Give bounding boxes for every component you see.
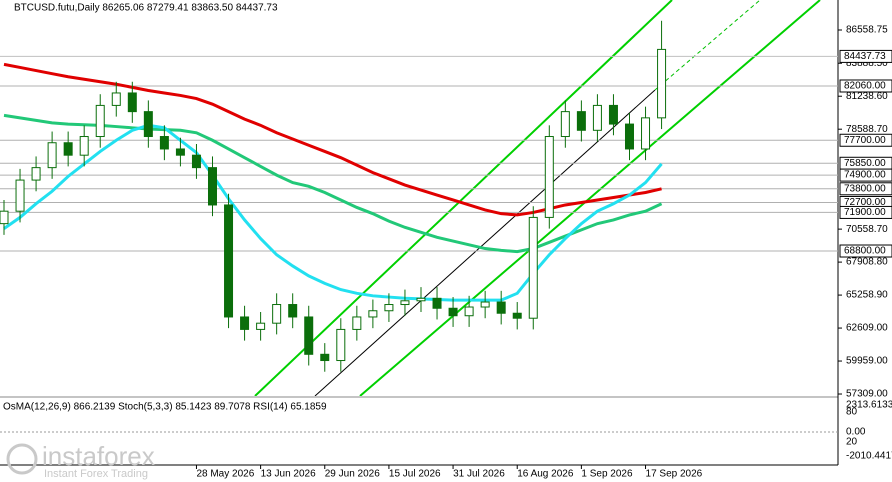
candle-body [240, 316, 250, 330]
y-tick-label: 57309.00 [846, 389, 888, 400]
level-box [839, 133, 892, 147]
brand: instaforex [42, 441, 155, 471]
candle-body [480, 301, 490, 308]
candle-body [448, 307, 458, 317]
level-label: 77700.00 [844, 135, 886, 146]
candle-body [47, 142, 57, 169]
indicator-label: 20 [846, 437, 858, 448]
x-tick-label: 1 Sep 2026 [581, 469, 633, 480]
candle-body [592, 104, 602, 131]
indicator-label: 0.00 [846, 427, 866, 438]
candle-body [464, 306, 474, 317]
level-label: 73800.00 [844, 183, 886, 194]
candle-body [576, 111, 586, 131]
candle-body [256, 322, 266, 330]
level-label: 74900.00 [844, 170, 886, 181]
candle-body [79, 136, 89, 156]
candle-body [0, 210, 9, 225]
y-tick-label: 62609.00 [846, 323, 888, 334]
level-label: 82060.00 [844, 81, 886, 92]
candle-body [288, 304, 298, 318]
chart-title: BTCUSD.futu,Daily 86265.06 87279.41 8386… [14, 3, 278, 14]
candle-body [31, 167, 41, 181]
candle-body [496, 301, 506, 314]
y-tick-label: 67908.80 [846, 257, 888, 268]
plot-marks [0, 20, 667, 372]
candle-body [641, 117, 651, 150]
x-tick-label: 17 Sep 2026 [646, 469, 703, 480]
tagline: Instant Forex Trading [44, 468, 148, 480]
channel-upper [254, 0, 673, 396]
candle-body [608, 104, 618, 125]
level-label: 68800.00 [844, 246, 886, 257]
x-tick-label: 15 Jul 2026 [389, 469, 441, 480]
candle-body [512, 312, 522, 319]
y-tick-label: 86558.75 [846, 25, 888, 36]
candle-body [191, 154, 201, 169]
y-tick-label: 70558.70 [846, 224, 888, 235]
candle-body [624, 123, 634, 150]
candle-body [224, 204, 234, 318]
candle-body [175, 148, 185, 156]
indicator-label: 2313.6133 [846, 400, 892, 411]
candle-body [143, 111, 153, 138]
x-tick-label: 28 May 2026 [196, 469, 254, 480]
moving-average [3, 123, 663, 302]
candle-body [400, 300, 410, 306]
last-price-box [839, 49, 892, 63]
y-tick-label: 78588.70 [846, 124, 888, 135]
y-tick-label: 65258.90 [846, 290, 888, 301]
channel [254, 0, 821, 396]
level-box [839, 182, 892, 196]
candle-body [304, 316, 314, 355]
logo [6, 443, 38, 475]
level-box [839, 244, 892, 258]
indicator-label: -2010.4417 [846, 451, 892, 462]
candle-body [528, 216, 538, 319]
candle-body [272, 304, 282, 324]
y-tick-label: 83888.50 [846, 58, 888, 69]
level-label: 71900.00 [844, 207, 886, 218]
channel-lower [359, 0, 821, 396]
y-tick-label: 59959.00 [846, 356, 888, 367]
candle-body [320, 353, 330, 362]
candle-body [657, 48, 667, 119]
candle-body [544, 136, 554, 218]
indicator-label: 80 [846, 407, 858, 418]
level-box [839, 79, 892, 93]
candle-body [336, 328, 346, 362]
candle-body [207, 167, 217, 206]
candle-body [15, 179, 25, 212]
level-box [839, 205, 892, 219]
x-tick-label: 13 Jun 2026 [261, 469, 316, 480]
indicator-title: OsMA(12,26,9) 866.2139 Stoch(5,3,3) 85.1… [3, 402, 327, 413]
candle-body [432, 297, 442, 309]
candle-body [111, 92, 121, 106]
candle-body [95, 104, 105, 138]
candle-body [127, 92, 137, 113]
candle-body [352, 316, 362, 330]
candle-body [159, 136, 169, 150]
moving-average [3, 113, 663, 254]
level-label: 75850.00 [844, 158, 886, 169]
channel-mid-ext [654, 0, 761, 91]
candle-body [368, 310, 378, 318]
y-tick-label: 81238.60 [846, 91, 888, 102]
level-label: 72700.00 [844, 197, 886, 208]
x-tick-label: 16 Aug 2026 [517, 469, 574, 480]
x-tick-label: 31 Jul 2026 [453, 469, 505, 480]
level-box [839, 168, 892, 182]
last-price-label: 84437.73 [844, 51, 886, 62]
candle-body [384, 304, 394, 312]
candle-body [560, 111, 570, 138]
channel-mid [314, 89, 656, 396]
candle-body [416, 297, 426, 302]
candle-body [63, 142, 73, 156]
x-tick-label: 29 Jun 2026 [325, 469, 380, 480]
